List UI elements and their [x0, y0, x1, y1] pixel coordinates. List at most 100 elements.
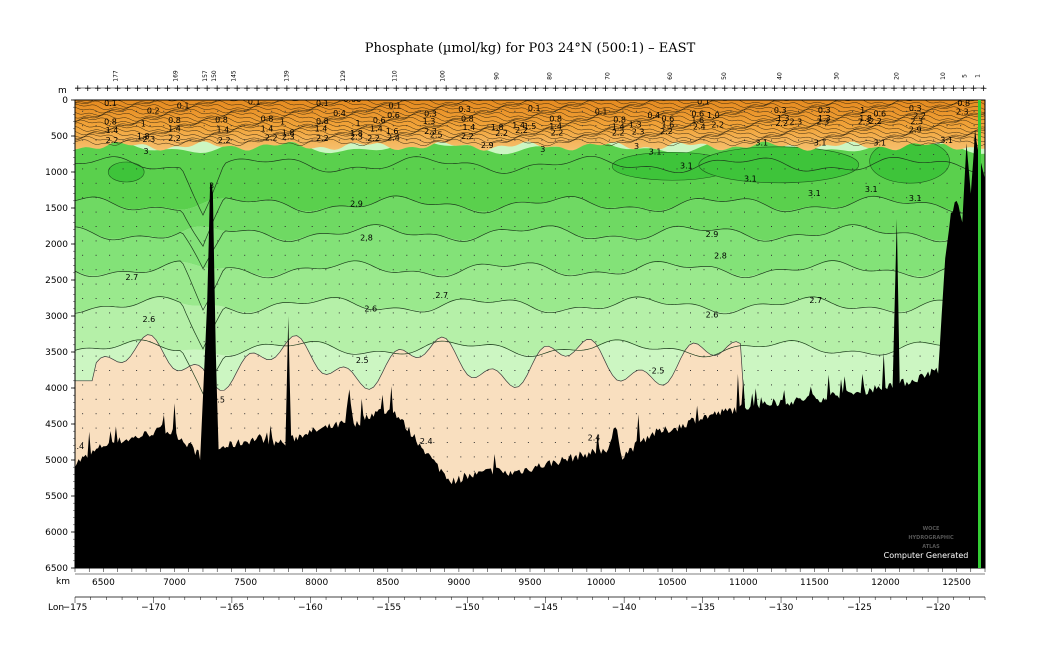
sample-dot [514, 226, 516, 227]
sample-dot [365, 312, 367, 314]
sample-dot [149, 398, 151, 400]
sample-dot [325, 269, 327, 271]
sample-dot [649, 254, 651, 256]
sample-dot [176, 254, 178, 256]
sample-dot [554, 211, 556, 213]
sample-dot [744, 139, 745, 141]
sample-dot [379, 154, 381, 155]
contour-label: 0.3 [458, 105, 471, 114]
sample-dot [676, 226, 678, 227]
station-number: 1 [974, 74, 981, 78]
computer-generated-label: Computer Generated [884, 551, 969, 560]
sample-dot [811, 110, 813, 112]
sample-dot [149, 355, 151, 357]
sample-dot [879, 341, 881, 343]
sample-dot [122, 398, 124, 400]
sample-dot [676, 125, 678, 127]
depth-tick-label: 5500 [45, 492, 68, 502]
sample-dot [203, 168, 205, 170]
sample-dot [527, 226, 529, 227]
sample-dot [500, 326, 502, 328]
station-number: 139 [283, 70, 290, 82]
sample-dot [298, 139, 300, 141]
sample-dot [581, 398, 583, 400]
sample-dot [419, 110, 421, 112]
sample-dot [595, 269, 597, 271]
sample-dot [852, 298, 854, 299]
sample-dot [717, 226, 718, 227]
sample-dot [271, 326, 273, 328]
sample-dot [460, 125, 462, 127]
sample-dot [865, 341, 867, 343]
station-marker: + [353, 84, 361, 94]
sample-dot [541, 254, 543, 256]
sample-dot [406, 398, 408, 400]
sample-dot [595, 197, 597, 199]
sample-dot [608, 182, 610, 184]
sample-dot [865, 197, 867, 199]
sample-dot [690, 125, 691, 127]
sample-dot [500, 413, 502, 415]
sample-dot [879, 370, 881, 371]
contour-deep [75, 195, 985, 247]
sample-dot [527, 283, 529, 285]
sample-dot [635, 168, 637, 170]
sample-dot [662, 398, 664, 400]
station-marker: + [771, 84, 779, 94]
contour-label: 0.8 [168, 116, 181, 125]
sample-dot [392, 254, 394, 256]
sample-dot [217, 226, 219, 227]
sample-dot [703, 182, 705, 184]
sample-dot [298, 398, 300, 400]
sample-dot [473, 283, 475, 285]
sample-dot [95, 341, 97, 343]
sample-dot [379, 370, 381, 371]
sample-dot [365, 341, 367, 343]
sample-dot [176, 298, 178, 299]
sample-dot [784, 240, 786, 242]
sample-dot [676, 211, 678, 213]
sample-dot [541, 456, 543, 458]
sample-dot [217, 168, 219, 170]
sample-dot [717, 211, 718, 213]
sample-dot [136, 298, 138, 299]
sample-dot [298, 312, 300, 314]
longitude-tick-label: −150 [455, 603, 480, 613]
sample-dot [852, 182, 854, 184]
station-marker: + [761, 84, 769, 94]
sample-dot [892, 355, 894, 357]
sample-dot [798, 168, 799, 170]
station-marker: + [821, 84, 829, 94]
station-number: 110 [391, 70, 398, 82]
sample-dot [541, 341, 543, 343]
longitude-label: Lon [48, 603, 64, 613]
sample-dot [163, 110, 165, 112]
sample-dot [176, 312, 178, 314]
sample-dot [838, 341, 840, 343]
sample-dot [865, 283, 867, 285]
sample-dot [649, 154, 651, 155]
sample-dot [163, 384, 165, 386]
sample-dot [379, 110, 381, 112]
sample-dot [149, 110, 151, 112]
sample-dot [109, 240, 111, 242]
sample-dot [284, 283, 286, 285]
contour-label: 2.2 [869, 117, 882, 126]
sample-dot [635, 384, 637, 386]
station-marker: + [134, 84, 142, 94]
sample-dot [379, 197, 381, 199]
contour-lines [75, 100, 985, 429]
sample-dot [514, 398, 516, 400]
longitude-axis: −175 −170 −165 −160 −155 −150 −145 −140 −135 −130… [63, 596, 986, 613]
sample-dot [352, 240, 354, 242]
sample-dot [136, 139, 138, 141]
sample-dot [514, 211, 516, 213]
sample-dot [406, 197, 408, 199]
sample-dot [906, 226, 908, 227]
sample-dot [595, 341, 597, 343]
sample-dot [798, 240, 799, 242]
sample-dot [487, 254, 489, 256]
sample-dot [460, 226, 462, 227]
sample-dot [554, 254, 556, 256]
sample-dot [527, 168, 529, 170]
